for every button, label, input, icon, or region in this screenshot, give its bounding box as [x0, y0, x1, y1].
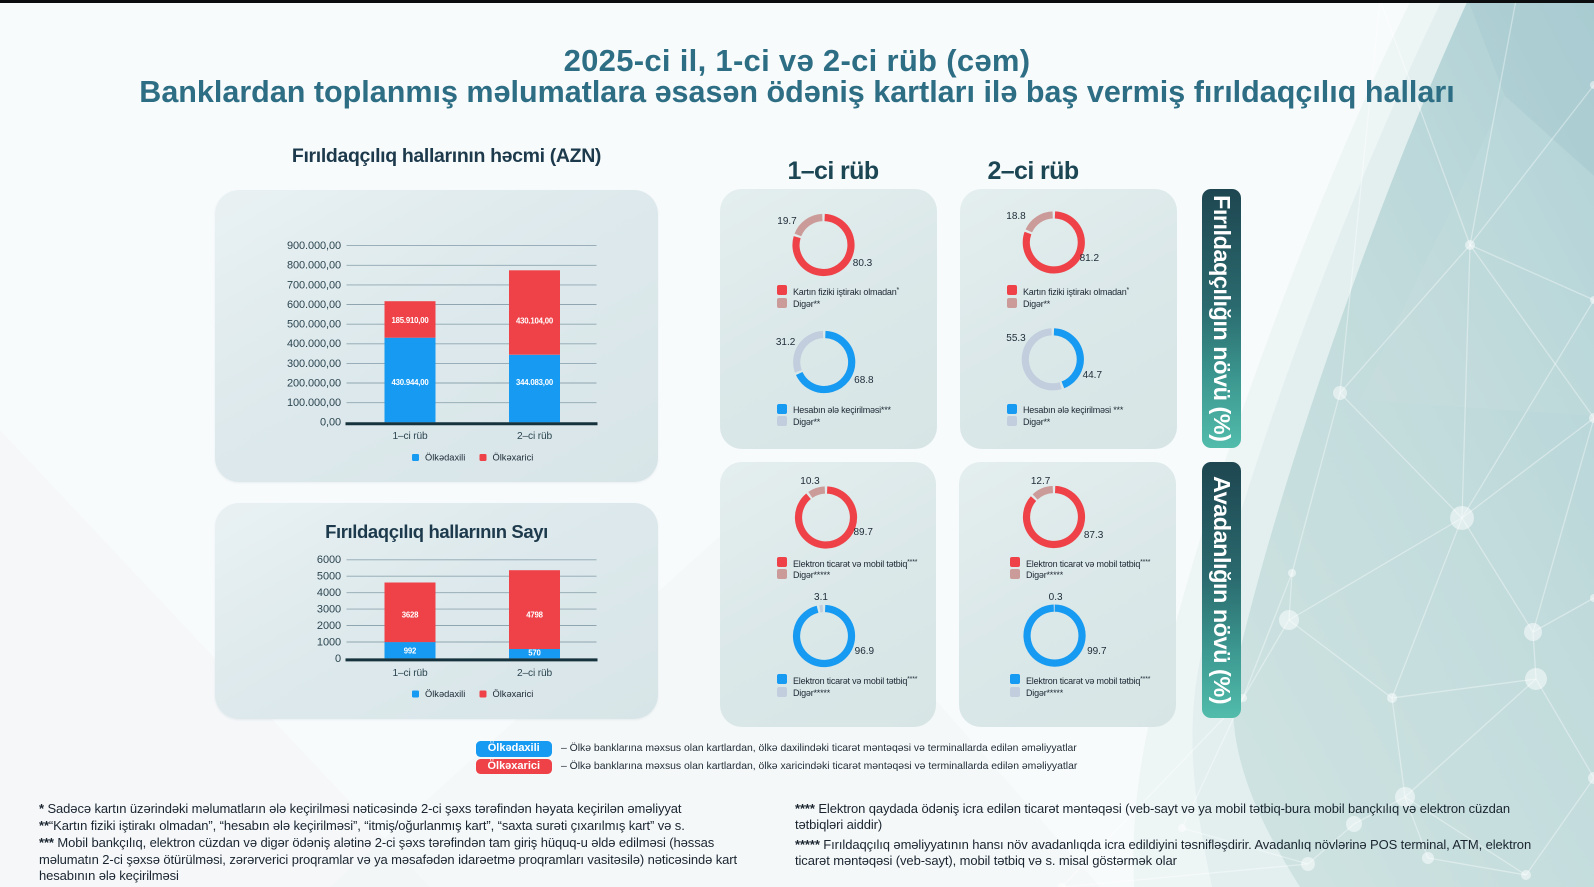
svg-text:4000: 4000	[317, 587, 341, 599]
svg-text:300.000,00: 300.000,00	[287, 358, 341, 370]
svg-text:100.000,00: 100.000,00	[287, 397, 341, 409]
svg-text:3628: 3628	[402, 610, 419, 619]
svg-text:6000: 6000	[317, 554, 341, 566]
svg-text:0: 0	[335, 653, 341, 665]
svg-text:1000: 1000	[317, 636, 341, 648]
svg-text:3000: 3000	[317, 604, 341, 616]
svg-text:600.000,00: 600.000,00	[287, 299, 341, 311]
svg-text:500.000,00: 500.000,00	[287, 319, 341, 331]
svg-text:1–ci rüb: 1–ci rüb	[392, 431, 428, 442]
svg-text:400.000,00: 400.000,00	[287, 338, 341, 350]
svg-text:4798: 4798	[526, 610, 543, 619]
svg-text:2–ci rüb: 2–ci rüb	[517, 431, 553, 442]
svg-text:1–ci rüb: 1–ci rüb	[392, 668, 428, 679]
svg-text:700.000,00: 700.000,00	[287, 279, 341, 291]
svg-text:430.104,00: 430.104,00	[516, 317, 554, 326]
svg-text:570: 570	[528, 649, 541, 658]
svg-text:5000: 5000	[317, 571, 341, 583]
svg-text:0,00: 0,00	[320, 417, 341, 429]
svg-text:Ölkəxarici: Ölkəxarici	[493, 453, 534, 463]
svg-text:800.000,00: 800.000,00	[287, 260, 341, 272]
svg-text:200.000,00: 200.000,00	[287, 377, 341, 389]
svg-text:430.944,00: 430.944,00	[391, 378, 429, 387]
svg-text:Ölkədaxili: Ölkədaxili	[425, 453, 465, 463]
svg-text:992: 992	[404, 646, 417, 655]
svg-text:Ölkəxarici: Ölkəxarici	[493, 689, 534, 699]
svg-text:2000: 2000	[317, 620, 341, 632]
svg-text:900.000,00: 900.000,00	[287, 240, 341, 252]
svg-text:344.083,00: 344.083,00	[516, 378, 554, 387]
svg-text:2–ci rüb: 2–ci rüb	[517, 668, 553, 679]
svg-text:185.910,00: 185.910,00	[391, 316, 429, 325]
svg-text:Ölkədaxili: Ölkədaxili	[425, 689, 465, 699]
